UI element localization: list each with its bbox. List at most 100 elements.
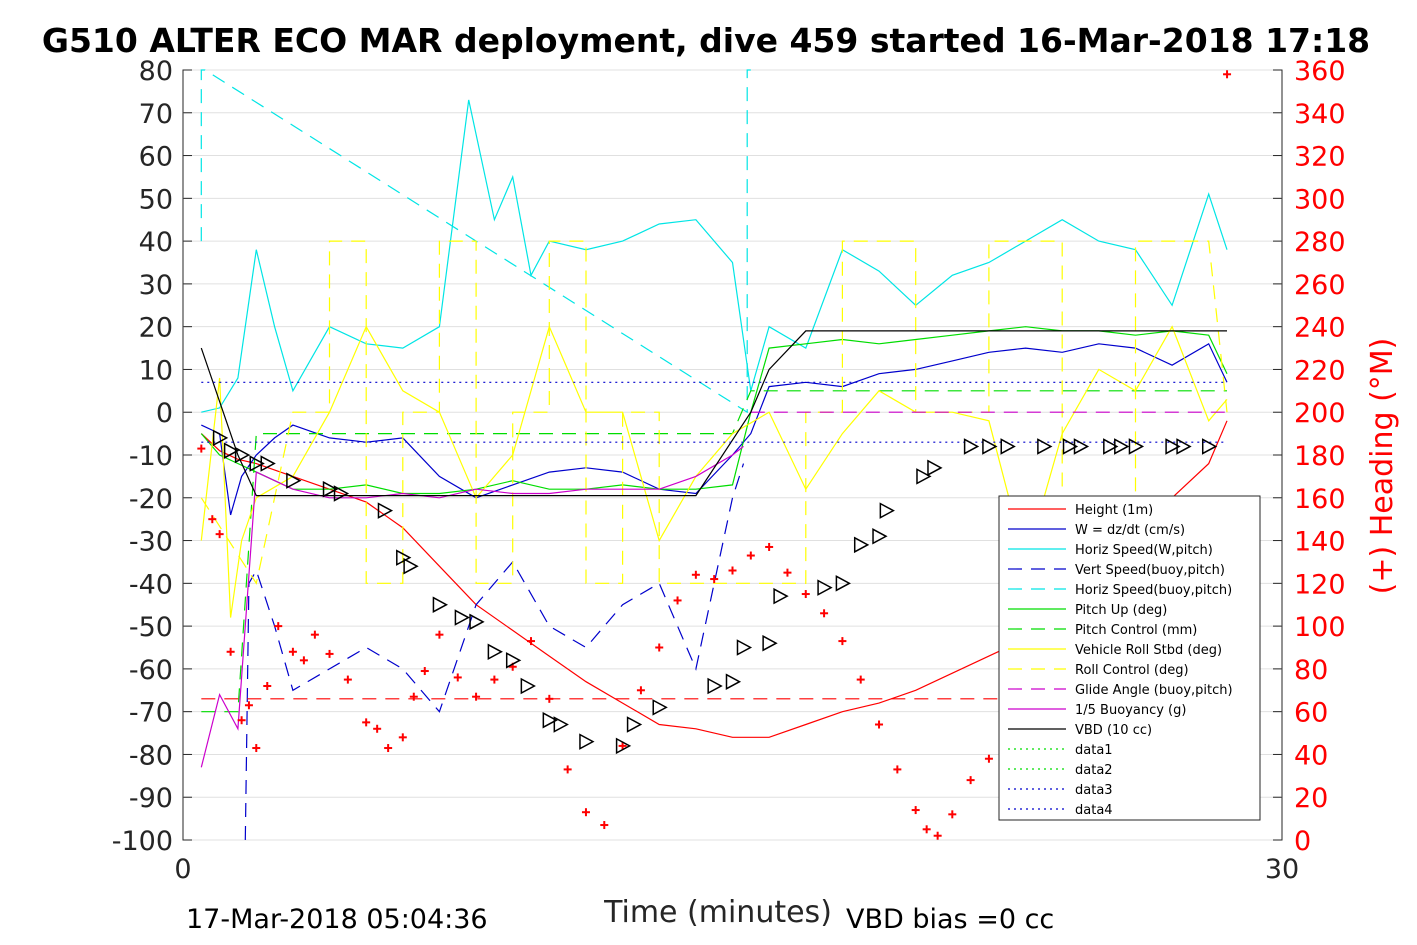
plot-area [182, 69, 1283, 841]
legend-label-3: Vert Speed(buoy,pitch) [1075, 563, 1225, 578]
heading-point [226, 647, 235, 656]
y-tick-label: 10 [139, 355, 173, 386]
triangle-marker [286, 472, 302, 489]
y-tick-label: 80 [139, 56, 173, 87]
heading-point [263, 682, 272, 690]
triangle-marker [736, 639, 753, 656]
chart-title: G510 ALTER ECO MAR deployment, dive 459 … [42, 21, 1370, 60]
triangle-marker [505, 652, 522, 669]
marker-layer [212, 429, 1218, 755]
y-axis-left: 80 70 60 50 40 30 20 10 0 -10 -20 -30 -40 -50 -60 -70 -8… [112, 56, 192, 857]
y2-tick-label: 60 [1294, 698, 1328, 729]
y2-tick-label: 340 [1294, 99, 1346, 130]
heading-point [343, 675, 352, 684]
y2-tick-label: 160 [1294, 484, 1346, 515]
x-axis-label: Time (minutes) [603, 895, 832, 930]
y2-tick-label: 80 [1294, 655, 1328, 686]
x-tick-label: 30 [1265, 854, 1299, 885]
y2-tick-label: 300 [1294, 184, 1346, 215]
legend-label-14: data3 [1075, 783, 1113, 798]
heading-point [783, 568, 792, 577]
y2-tick-label: 240 [1294, 313, 1346, 344]
heading-point [299, 656, 308, 665]
y-tick-label: -60 [129, 655, 173, 686]
heading-point [933, 831, 942, 840]
heading-point [966, 776, 975, 785]
triangle-marker [249, 455, 265, 472]
triangle-marker [396, 549, 412, 566]
heading-point [197, 444, 206, 453]
y-tick-label: -50 [129, 612, 173, 643]
heading-point [618, 741, 627, 750]
y-tick-label: 60 [139, 142, 173, 173]
y-tick-label: -90 [129, 783, 173, 814]
triangle-marker [927, 459, 943, 477]
triangle-marker [260, 455, 276, 472]
heading-point [655, 643, 664, 652]
y-tick-label: 0 [156, 398, 173, 429]
heading-point [409, 692, 418, 701]
footer-vbd-bias: VBD bias =0 cc [846, 904, 1054, 935]
y-tick-label: 50 [139, 184, 173, 215]
legend-label-11: VBD (10 cc) [1075, 723, 1152, 738]
heading-point [728, 566, 737, 575]
heading-point [691, 570, 700, 579]
triangle-marker [762, 634, 778, 652]
heading-point [435, 630, 444, 639]
triangle-marker [872, 528, 888, 545]
series-line-7 [200, 324, 1228, 618]
heading-point [490, 675, 499, 684]
heading-point [545, 694, 554, 703]
heading-point [673, 596, 682, 605]
series-line-8 [200, 240, 1228, 585]
triangle-marker [916, 468, 932, 485]
heading-point [453, 673, 462, 682]
legend-label-15: data4 [1075, 803, 1113, 818]
triangle-marker [652, 699, 668, 716]
legend-label-8: Roll Control (deg) [1075, 663, 1189, 678]
y2-tick-label: 100 [1294, 612, 1346, 643]
triangle-marker [615, 737, 632, 755]
heading-point [362, 718, 371, 727]
y2-tick-label: 180 [1294, 441, 1346, 472]
triangle-marker [432, 596, 449, 613]
triangle-marker [223, 442, 240, 459]
legend-label-4: Horiz Speed(buoy,pitch) [1075, 583, 1232, 598]
legend-label-13: data2 [1075, 763, 1113, 778]
y2-tick-label: 220 [1294, 355, 1346, 386]
legend-label-9: Glide Angle (buoy,pitch) [1075, 683, 1233, 698]
heading-point [600, 821, 609, 830]
y-tick-label: -30 [129, 527, 173, 558]
triangle-marker [322, 480, 339, 498]
triangle-marker [454, 609, 470, 626]
heading-point [244, 701, 253, 710]
heading-point [237, 716, 246, 725]
heading-point [948, 810, 957, 819]
heading-point [288, 647, 297, 656]
heading-point [911, 806, 920, 815]
heading-point [527, 637, 536, 646]
heading-point [252, 744, 261, 753]
triangle-marker [835, 575, 851, 592]
heading-point [893, 765, 902, 774]
y2-tick-label: 40 [1294, 740, 1328, 771]
y2-tick-label: 140 [1294, 527, 1346, 558]
y-tick-label: -100 [112, 826, 173, 857]
heading-point [325, 649, 334, 658]
heading-point [310, 630, 319, 639]
heading-point [922, 825, 931, 834]
legend-label-6: Pitch Control (mm) [1075, 623, 1197, 638]
triangle-marker [773, 587, 789, 605]
y-tick-label: -20 [129, 484, 173, 515]
triangle-marker [520, 677, 536, 695]
triangle-marker [1128, 438, 1145, 455]
triangle-marker [1000, 438, 1016, 455]
triangle-marker [579, 733, 595, 750]
heading-point [208, 515, 217, 524]
triangle-marker [553, 716, 569, 733]
triangle-marker [1165, 438, 1181, 455]
legend-label-1: W = dz/dt (cm/s) [1075, 523, 1185, 538]
triangle-marker [1201, 438, 1218, 455]
triangle-marker [1176, 438, 1192, 455]
triangle-marker [377, 502, 394, 519]
